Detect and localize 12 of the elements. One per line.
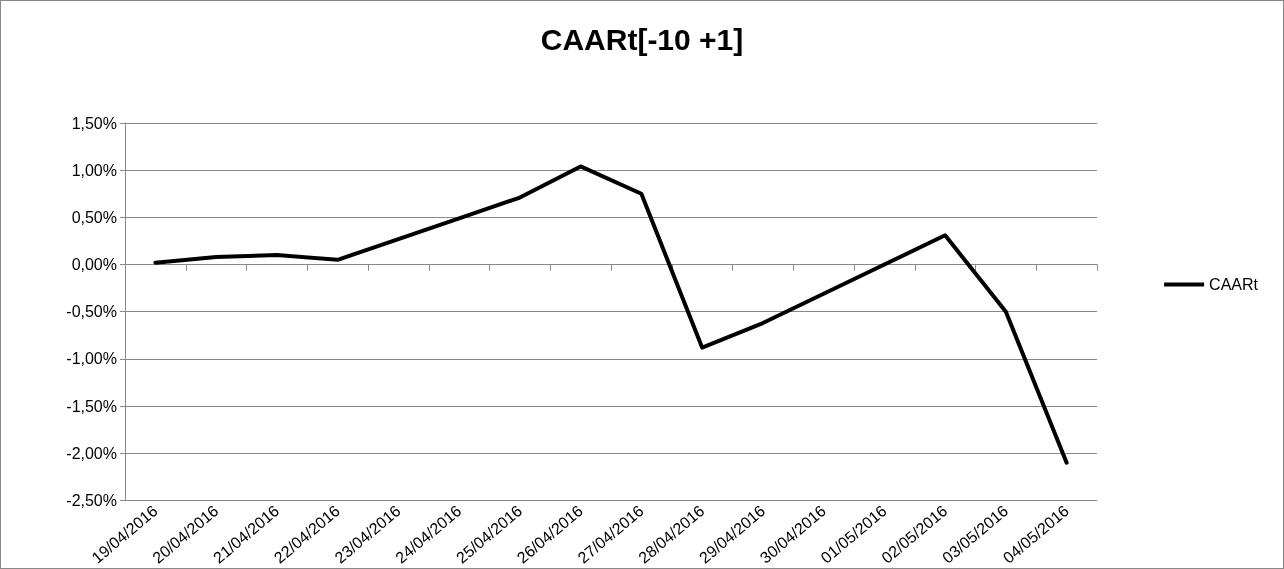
y-tick-label: 1,00%	[71, 161, 117, 179]
y-tick-label: 0,00%	[71, 256, 117, 274]
y-tick-label: -1,50%	[66, 397, 117, 415]
line-series	[153, 164, 1069, 465]
y-tick-label: -0,50%	[66, 303, 117, 321]
y-tick-label: 1,50%	[71, 114, 117, 132]
legend-label: CAARt	[1209, 276, 1259, 293]
y-tick-label: -2,50%	[66, 491, 117, 509]
chart-title: CAARt[-10 +1]	[540, 22, 744, 56]
y-tick-label: -2,00%	[66, 444, 117, 462]
y-tick-label: -1,00%	[66, 350, 117, 368]
y-tick-label: 0,50%	[71, 208, 117, 226]
